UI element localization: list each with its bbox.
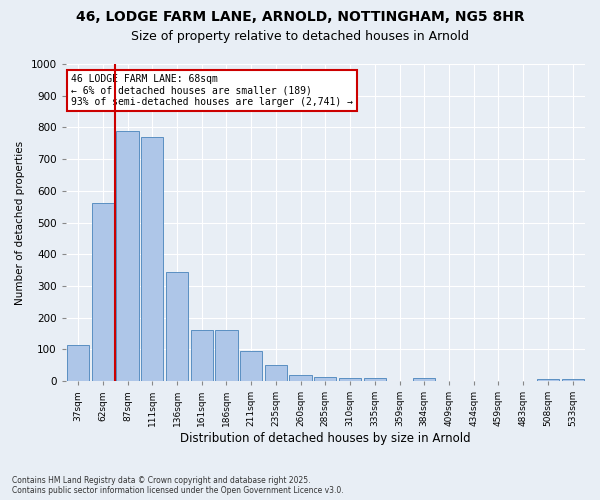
Bar <box>562 380 584 381</box>
Text: Size of property relative to detached houses in Arnold: Size of property relative to detached ho… <box>131 30 469 43</box>
Bar <box>413 378 436 381</box>
Bar <box>364 378 386 381</box>
Bar <box>240 351 262 381</box>
Bar <box>314 377 337 381</box>
Y-axis label: Number of detached properties: Number of detached properties <box>15 140 25 304</box>
Bar <box>67 345 89 381</box>
Text: Contains HM Land Registry data © Crown copyright and database right 2025.
Contai: Contains HM Land Registry data © Crown c… <box>12 476 344 495</box>
Bar <box>191 330 213 381</box>
Bar <box>116 130 139 381</box>
Bar <box>537 380 559 381</box>
Bar <box>289 374 312 381</box>
Bar <box>141 137 163 381</box>
Text: 46 LODGE FARM LANE: 68sqm
← 6% of detached houses are smaller (189)
93% of semi-: 46 LODGE FARM LANE: 68sqm ← 6% of detach… <box>71 74 353 106</box>
Text: 46, LODGE FARM LANE, ARNOLD, NOTTINGHAM, NG5 8HR: 46, LODGE FARM LANE, ARNOLD, NOTTINGHAM,… <box>76 10 524 24</box>
Bar <box>265 365 287 381</box>
Bar <box>339 378 361 381</box>
Bar <box>166 272 188 381</box>
Bar <box>215 330 238 381</box>
Bar <box>92 204 114 381</box>
X-axis label: Distribution of detached houses by size in Arnold: Distribution of detached houses by size … <box>180 432 470 445</box>
